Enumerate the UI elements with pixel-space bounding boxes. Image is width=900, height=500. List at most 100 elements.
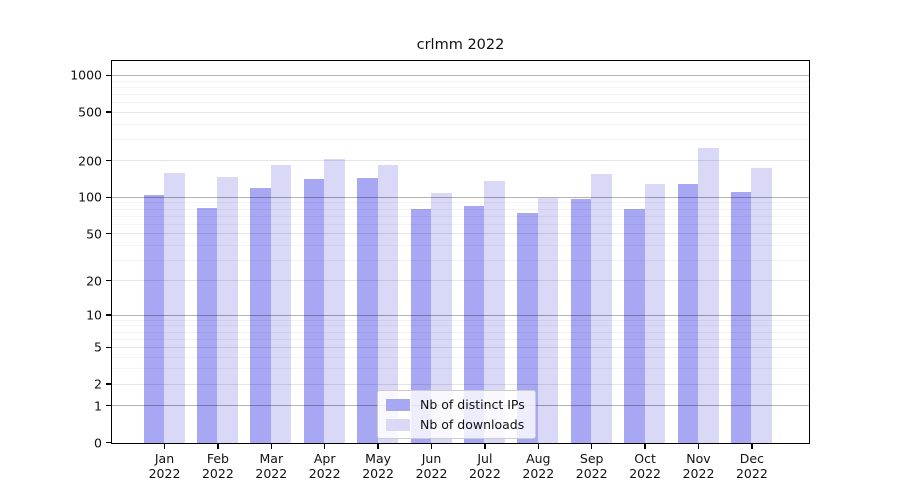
gridline-minor	[112, 356, 809, 358]
bar-downloads	[698, 148, 719, 443]
x-tick-label: Jan 2022	[148, 451, 181, 481]
x-tick	[644, 444, 646, 449]
bar-downloads	[537, 198, 559, 443]
gridline-500	[112, 111, 809, 113]
y-tick-label: 5	[94, 339, 102, 355]
y-tick-label: 1	[94, 398, 102, 414]
bar-downloads	[164, 173, 185, 443]
bar-downloads	[217, 177, 238, 443]
legend-item-downloads: Nb of downloads	[386, 417, 525, 432]
x-tick-label: Aug 2022	[522, 451, 555, 481]
x-tick	[537, 444, 540, 449]
y-tick-label: 0	[94, 435, 102, 450]
bar-downloads	[431, 192, 452, 443]
y-tick	[106, 111, 111, 113]
y-tick-label: 100	[78, 189, 102, 205]
y-tick-label: 2	[94, 376, 102, 392]
x-tick-label: Dec 2022	[735, 451, 768, 481]
legend-label-distinct-ips: Nb of distinct IPs	[420, 397, 525, 412]
bar-distinct-ips	[143, 194, 164, 443]
gridline-minor	[112, 208, 809, 210]
gridline-minor	[112, 325, 809, 327]
legend-label-downloads: Nb of downloads	[420, 417, 525, 432]
gridline-minor	[112, 80, 809, 82]
chart-title: crlmm 2022	[416, 37, 505, 53]
y-tick-label: 10	[86, 307, 102, 323]
gridline-minor	[112, 93, 809, 95]
gridline-100	[112, 196, 809, 198]
bar-distinct-ips	[570, 198, 592, 443]
bar-downloads	[644, 184, 666, 443]
gridline-minor	[112, 102, 809, 103]
x-tick-label: May 2022	[362, 451, 394, 481]
x-tick-label: Sep 2022	[575, 451, 608, 481]
gridline-minor	[112, 338, 809, 340]
legend-item-distinct-ips: Nb of distinct IPs	[386, 397, 525, 412]
bar-downloads	[270, 165, 292, 443]
x-tick-label: Apr 2022	[308, 451, 341, 481]
bar-downloads	[484, 181, 505, 443]
gridline-minor	[112, 368, 809, 370]
bar-downloads	[751, 168, 772, 443]
x-tick	[751, 444, 753, 449]
gridline-minor	[112, 244, 809, 246]
gridline-minor	[112, 223, 809, 225]
bar-distinct-ips	[250, 188, 271, 443]
gridline-minor	[112, 202, 809, 204]
gridline-minor	[112, 319, 809, 321]
bar-distinct-ips	[410, 208, 431, 443]
y-tick	[106, 346, 111, 349]
x-tick	[484, 444, 486, 449]
x-tick	[430, 444, 433, 449]
x-tick	[377, 444, 379, 449]
bar-downloads	[591, 174, 612, 443]
gridline-1000	[112, 74, 809, 76]
bar-distinct-ips	[677, 183, 698, 443]
y-tick	[106, 74, 111, 77]
y-tick	[106, 314, 111, 316]
y-tick-label: 20	[86, 273, 102, 289]
x-tick-label: Feb 2022	[201, 451, 234, 481]
gridline-200	[112, 160, 809, 162]
gridline-minor	[112, 259, 809, 261]
x-tick-label: Oct 2022	[629, 451, 661, 481]
gridline-2	[112, 383, 809, 385]
gridline-minor	[112, 123, 809, 125]
x-tick	[590, 444, 593, 449]
x-tick-label: Mar 2022	[255, 451, 288, 481]
y-tick-label: 200	[78, 153, 102, 169]
x-tick	[163, 444, 166, 449]
gridline-5	[112, 346, 809, 348]
gridline-minor	[112, 138, 809, 140]
y-tick-label: 50	[86, 226, 102, 242]
gridline-minor	[112, 215, 809, 217]
x-tick-label: Nov 2022	[682, 451, 715, 481]
bar-distinct-ips	[196, 207, 218, 443]
bar-distinct-ips	[357, 178, 378, 443]
bar-distinct-ips	[303, 178, 325, 443]
y-tick	[106, 279, 111, 282]
y-tick-label: 500	[78, 104, 102, 120]
bar-distinct-ips	[730, 191, 752, 443]
bar-downloads	[324, 159, 345, 443]
gridline-minor	[112, 86, 809, 88]
x-tick-label: Jun 2022	[415, 451, 448, 481]
gridline-50	[112, 233, 809, 235]
legend-swatch-downloads	[386, 418, 410, 431]
y-tick-label: 1000	[70, 67, 102, 83]
x-tick-label: Jul 2022	[468, 451, 501, 481]
legend-swatch-distinct-ips	[386, 398, 410, 411]
legend: Nb of distinct IPs Nb of downloads	[377, 390, 536, 439]
y-tick	[106, 404, 111, 407]
y-tick	[106, 159, 111, 162]
plot-area: Nb of distinct IPs Nb of downloads	[111, 60, 810, 444]
bar-distinct-ips	[517, 212, 538, 443]
y-tick	[106, 232, 111, 235]
y-tick	[106, 441, 111, 444]
gridline-20	[112, 280, 809, 282]
bar-distinct-ips	[624, 208, 645, 443]
bar-downloads	[377, 164, 399, 443]
x-tick	[323, 444, 326, 449]
x-tick	[697, 444, 700, 449]
